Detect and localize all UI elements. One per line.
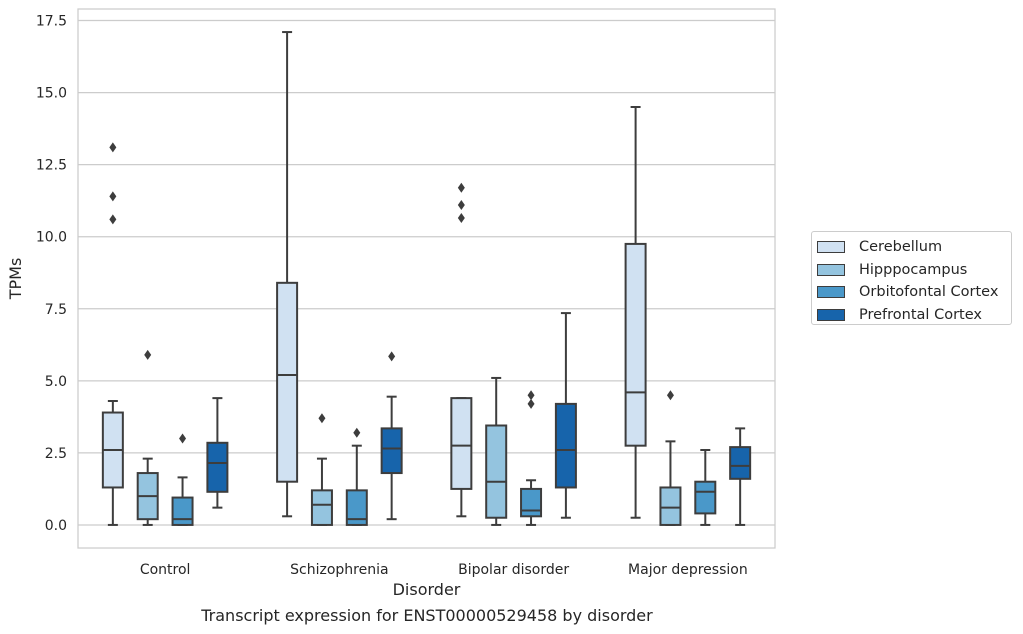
box-prefrontal-cortex-3 xyxy=(729,427,752,526)
x-tick-label: Major depression xyxy=(628,562,748,578)
outlier-point xyxy=(109,142,117,153)
outlier-point xyxy=(388,351,396,362)
box-iqr xyxy=(520,487,543,518)
legend-swatch-orbitofrontal-cortex xyxy=(817,286,845,299)
box-cerebellum-3 xyxy=(624,106,647,519)
box-iqr xyxy=(171,496,194,526)
legend-label: Orbitofontal Cortex xyxy=(859,284,999,301)
outlier-point xyxy=(527,390,535,401)
box-iqr xyxy=(554,402,577,489)
box-iqr xyxy=(694,480,717,515)
box-iqr xyxy=(380,427,403,475)
box-iqr xyxy=(624,242,647,447)
box-iqr xyxy=(729,446,752,480)
outlier-point xyxy=(179,433,187,444)
x-tick-label: Control xyxy=(140,562,191,578)
box-hipppocampus-2 xyxy=(485,376,508,526)
box-hipppocampus-0 xyxy=(136,349,159,526)
x-tick-label: Schizophrenia xyxy=(290,562,388,578)
legend-swatch-cerebellum xyxy=(817,241,845,254)
box-cerebellum-0 xyxy=(101,142,124,526)
box-prefrontal-cortex-2 xyxy=(554,312,577,519)
outlier-point xyxy=(109,191,117,202)
legend-swatch-hippocampus xyxy=(817,263,845,276)
box-orbitofontal-cortex-1 xyxy=(345,427,368,526)
box-iqr xyxy=(485,424,508,519)
legend-swatch-prefrontal-cortex xyxy=(817,308,845,321)
box-iqr xyxy=(276,281,299,483)
box-iqr xyxy=(206,441,229,493)
box-series xyxy=(101,31,752,526)
box-cerebellum-1 xyxy=(276,31,299,518)
box-prefrontal-cortex-1 xyxy=(380,351,403,521)
x-axis-label: Disorder xyxy=(393,580,461,599)
legend-item-hippocampus: Hipppocampus xyxy=(817,259,1011,282)
legend: Cerebellum Hipppocampus Orbitofontal Cor… xyxy=(811,231,1012,325)
legend-label: Prefrontal Cortex xyxy=(859,306,982,323)
outlier-point xyxy=(457,200,465,210)
box-cerebellum-2 xyxy=(450,182,473,518)
plot-frame xyxy=(77,8,776,549)
gridlines xyxy=(78,19,775,526)
y-tick-label: 5.0 xyxy=(45,374,67,390)
legend-item-prefrontal-cortex: Prefrontal Cortex xyxy=(817,304,1011,327)
box-orbitofontal-cortex-0 xyxy=(171,433,194,526)
outlier-point xyxy=(353,427,361,438)
y-tick-label: 17.5 xyxy=(36,14,67,30)
y-tick-label: 12.5 xyxy=(36,158,67,174)
y-tick-labels: 0.0 2.5 5.0 7.5 10.0 12.5 15.0 17.5 xyxy=(36,14,67,534)
y-tick-label: 0.0 xyxy=(45,518,67,534)
box-iqr xyxy=(345,489,368,526)
x-tick-label: Bipolar disorder xyxy=(458,562,569,578)
outlier-point xyxy=(457,212,465,223)
box-hipppocampus-3 xyxy=(659,390,682,526)
x-tick-labels: Control Schizophrenia Bipolar disorder Majo… xyxy=(140,562,748,578)
box-iqr xyxy=(450,397,473,490)
legend-label: Cerebellum xyxy=(859,239,943,256)
box-orbitofontal-cortex-3 xyxy=(694,449,717,526)
outlier-point xyxy=(144,349,152,360)
outlier-point xyxy=(666,390,674,401)
y-axis-label: TPMs xyxy=(6,258,25,301)
outlier-point xyxy=(318,413,326,424)
box-prefrontal-cortex-0 xyxy=(206,397,229,509)
y-tick-label: 15.0 xyxy=(36,86,67,102)
legend-label: Hipppocampus xyxy=(859,261,968,278)
box-iqr xyxy=(310,489,333,526)
outlier-point xyxy=(457,182,465,193)
y-tick-label: 2.5 xyxy=(45,446,67,462)
box-iqr xyxy=(659,486,682,526)
outlier-point xyxy=(527,398,535,409)
box-orbitofontal-cortex-2 xyxy=(520,390,543,526)
legend-item-orbitofrontal-cortex: Orbitofontal Cortex xyxy=(817,281,1011,304)
figure-caption: Transcript expression for ENST0000052945… xyxy=(201,606,653,625)
legend-item-cerebellum: Cerebellum xyxy=(817,236,1011,259)
y-tick-label: 10.0 xyxy=(36,230,67,246)
outlier-point xyxy=(109,214,117,225)
box-hipppocampus-1 xyxy=(310,413,333,526)
y-tick-label: 7.5 xyxy=(45,302,67,318)
